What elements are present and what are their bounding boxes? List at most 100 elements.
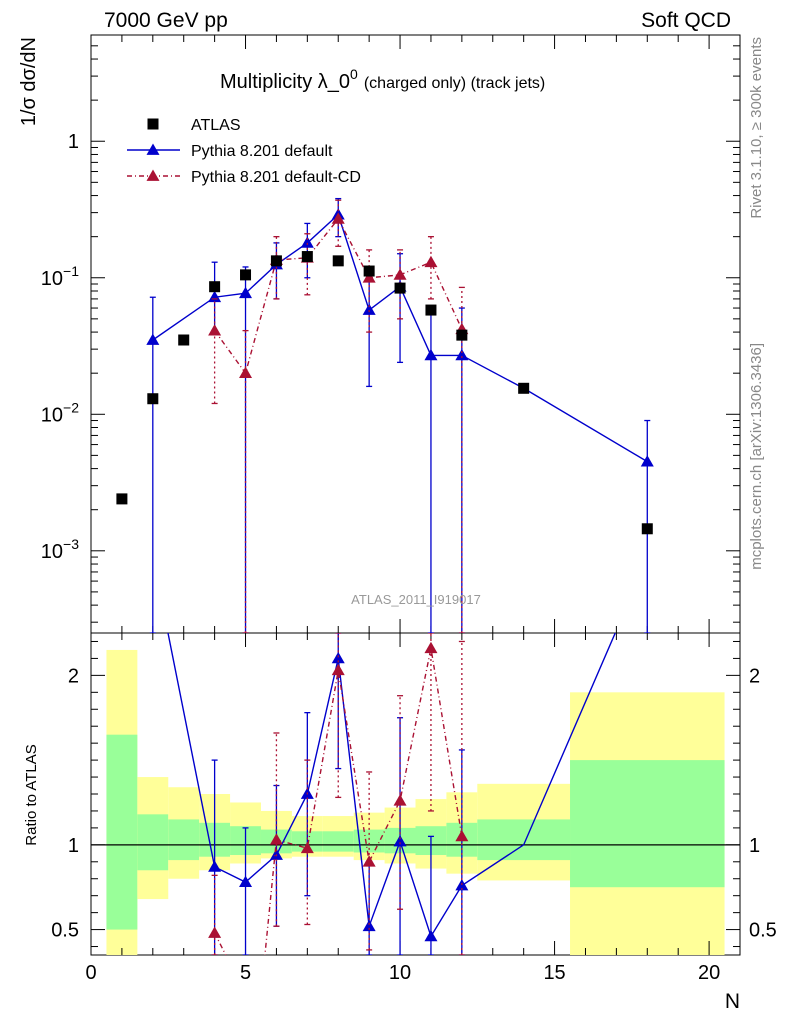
legend-label: Pythia 8.201 default	[191, 143, 333, 160]
ratio-axes: 0 5 10 15 20 0.5 0.5 1 1 2 2	[51, 633, 777, 984]
series-marker	[146, 333, 160, 345]
ratio-band-green	[137, 814, 169, 871]
series-marker	[424, 255, 438, 268]
x-tick-label: 0	[85, 962, 96, 984]
ratio-band-green	[106, 734, 138, 930]
series-marker	[455, 348, 469, 361]
atlas-marker	[301, 251, 313, 263]
top-y-tick-label: 1	[68, 131, 79, 153]
ratio-marker	[208, 860, 222, 872]
x-axis-label: N	[725, 990, 740, 1013]
ratio-marker	[331, 651, 345, 664]
ratio-marker	[300, 841, 314, 854]
x-tick-label: 5	[240, 962, 251, 984]
tick-base: 10	[41, 541, 63, 563]
atlas-marker	[116, 493, 128, 505]
legend-marker	[147, 118, 159, 130]
legend-label: Pythia 8.201 default-CD	[191, 169, 361, 186]
chart-title: Multiplicity λ_00 (charged only) (track j…	[220, 66, 545, 93]
series-marker	[208, 324, 222, 336]
atlas-marker	[332, 255, 344, 267]
series-marker	[208, 290, 222, 303]
ratio-marker	[362, 919, 376, 932]
ratio-marker	[393, 794, 407, 806]
bottom-y-tick-label: 1	[68, 835, 79, 857]
ratio-marker	[393, 834, 407, 847]
tick-exponent: −2	[63, 399, 79, 415]
tick-base: 1	[68, 131, 79, 153]
ratio-marker	[362, 855, 376, 867]
bottom-y-tick-label-right: 0.5	[749, 920, 777, 942]
ratio-band-green	[322, 831, 354, 852]
top-y-axis-label: 1/σ dσ/dN	[18, 37, 40, 126]
atlas-marker	[178, 334, 190, 346]
ratio-series	[167, 633, 616, 955]
header-left-label: 7000 GeV pp	[104, 9, 228, 32]
atlas-marker	[456, 329, 468, 341]
atlas-marker	[641, 523, 653, 535]
ratio-marker	[331, 663, 345, 676]
top-y-tick-label: 10−1	[41, 263, 79, 290]
x-tick-label: 15	[543, 962, 565, 984]
series-line	[214, 217, 463, 375]
x-tick-label: 10	[389, 962, 411, 984]
mcplots-reference-label: mcplots.cern.ch [arXiv:1306.3436]	[748, 343, 765, 570]
legend-marker	[146, 143, 160, 155]
ratio-marker	[424, 641, 438, 654]
atlas-marker	[240, 269, 252, 281]
atlas-marker	[425, 304, 437, 316]
top-y-tick-label: 10−2	[41, 399, 79, 426]
chart-title-suffix: (charged only) (track jets)	[364, 75, 545, 92]
bottom-y-tick-label-right: 2	[749, 665, 760, 687]
analysis-watermark: ATLAS_2011_I919017	[351, 592, 481, 607]
atlas-marker	[147, 393, 159, 405]
ratio-band-green	[570, 760, 725, 888]
atlas-marker	[270, 255, 282, 267]
series-marker	[239, 286, 253, 299]
series-marker	[362, 271, 376, 283]
series-marker	[239, 366, 253, 379]
atlas-marker	[394, 282, 406, 294]
ratio-band-green	[168, 819, 200, 861]
atlas-marker	[518, 382, 530, 394]
ratio-marker	[269, 833, 283, 845]
top-axes: 10−310−210−11	[41, 34, 741, 633]
chart-title-sup: 0	[350, 66, 358, 82]
ratio-marker	[208, 926, 222, 938]
legend-label: ATLAS	[191, 117, 241, 134]
ratio-marker	[455, 829, 469, 842]
bottom-y-tick-label: 2	[68, 665, 79, 687]
atlas-marker	[363, 265, 375, 277]
ratio-series-line	[213, 648, 463, 955]
series-marker	[640, 455, 654, 467]
tick-base: 10	[41, 268, 63, 290]
bottom-y-axis-label: Ratio to ATLAS	[23, 744, 40, 845]
bottom-y-tick-label: 0.5	[51, 920, 79, 942]
series-marker	[424, 348, 438, 361]
legend: ATLAS Pythia 8.201 default Pythia 8.201 de…	[127, 117, 361, 186]
header-right-label: Soft QCD	[641, 9, 731, 32]
legend-marker	[146, 169, 160, 181]
tick-exponent: −3	[63, 536, 79, 552]
rivet-version-label: Rivet 3.1.10, ≥ 300k events	[748, 37, 765, 219]
tick-exponent: −1	[63, 263, 79, 279]
x-tick-label: 20	[698, 962, 720, 984]
top-panel-frame	[90, 34, 741, 634]
ratio-marker	[239, 875, 253, 888]
ratio-uncertainty-bands	[91, 649, 740, 955]
series-marker	[362, 303, 376, 315]
tick-base: 10	[41, 404, 63, 426]
series-marker	[300, 236, 314, 248]
series-marker	[331, 212, 345, 224]
series-marker	[393, 268, 407, 280]
ratio-marker	[424, 929, 438, 942]
ratio-band-green	[477, 819, 571, 861]
bottom-y-tick-label-right: 1	[749, 835, 760, 857]
top-y-tick-label: 10−3	[41, 536, 79, 563]
series-line	[152, 213, 648, 463]
atlas-marker	[209, 281, 221, 293]
top-series	[116, 197, 654, 633]
chart-title-main: Multiplicity λ_0	[220, 71, 350, 93]
